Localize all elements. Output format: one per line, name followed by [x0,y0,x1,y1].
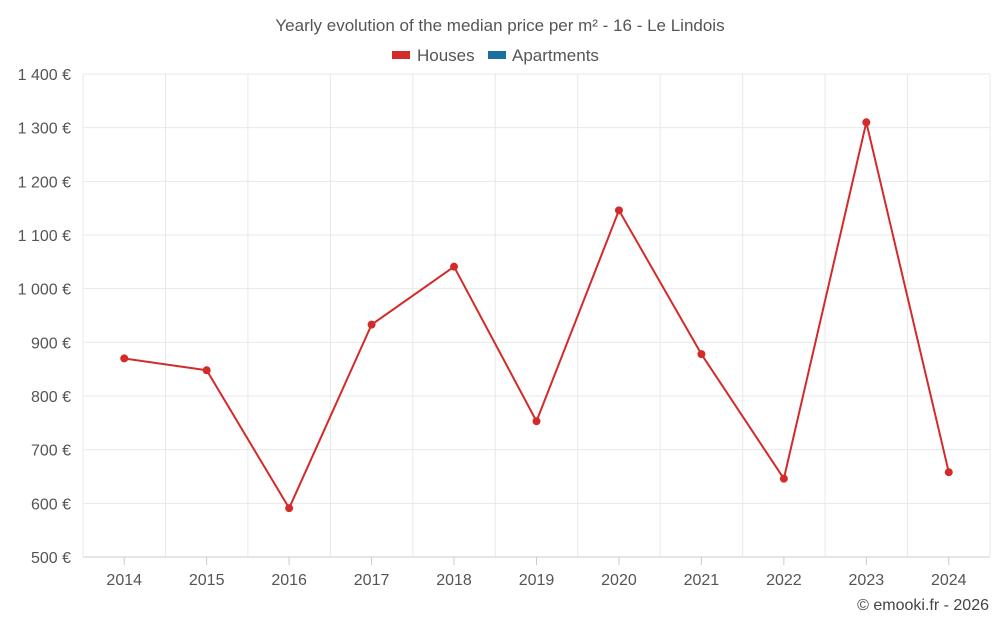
x-tick-label: 2014 [106,572,142,589]
data-point-houses-2020[interactable] [614,206,623,215]
x-tick-label: 2015 [189,572,225,589]
legend-label-apartments: Apartments [512,46,599,65]
legend-label-houses: Houses [417,46,475,65]
data-point-houses-2014[interactable] [120,354,129,363]
y-tick-label: 900 € [31,335,71,352]
y-tick-label: 1 300 € [18,121,71,138]
chart-title: Yearly evolution of the median price per… [275,16,724,35]
data-point-houses-2023[interactable] [862,118,871,127]
legend-swatch-houses [392,51,410,59]
data-point-houses-2019[interactable] [532,417,541,426]
y-tick-label: 1 100 € [18,228,71,245]
data-point-houses-2018[interactable] [450,262,459,271]
x-tick-label: 2019 [519,572,555,589]
y-tick-label: 800 € [31,389,71,406]
y-tick-label: 500 € [31,550,71,567]
x-tick-label: 2024 [931,572,967,589]
x-tick-label: 2017 [354,572,390,589]
x-tick-label: 2021 [684,572,720,589]
x-tick-label: 2020 [601,572,637,589]
y-tick-label: 700 € [31,443,71,460]
data-point-houses-2015[interactable] [202,366,211,375]
x-axis: 2014 2015 2016 2017 2018 2019 2020 2021 2022 2023… [106,557,967,589]
x-tick-label: 2018 [436,572,472,589]
series-houses [120,118,953,513]
legend-item-houses[interactable]: Houses [392,46,475,65]
data-point-houses-2024[interactable] [944,468,953,477]
y-axis: 500 € 600 € 700 € 800 € 900 € 1 000 € 1 100 € 1… [18,67,71,567]
data-point-houses-2017[interactable] [367,320,376,329]
y-tick-label: 600 € [31,496,71,513]
credit-text: © emooki.fr - 2026 [857,597,989,614]
x-tick-label: 2016 [271,572,307,589]
y-tick-label: 1 200 € [18,174,71,191]
gridlines [82,73,991,558]
legend-item-apartments[interactable]: Apartments [488,46,599,65]
data-point-houses-2016[interactable] [285,504,294,513]
legend: Houses Apartments [392,46,599,65]
x-tick-label: 2022 [766,572,802,589]
data-point-houses-2022[interactable] [779,474,788,483]
x-tick-label: 2023 [849,572,885,589]
legend-swatch-apartments [488,51,506,59]
y-tick-label: 1 400 € [18,67,71,84]
data-point-houses-2021[interactable] [697,350,706,359]
y-tick-label: 1 000 € [18,282,71,299]
